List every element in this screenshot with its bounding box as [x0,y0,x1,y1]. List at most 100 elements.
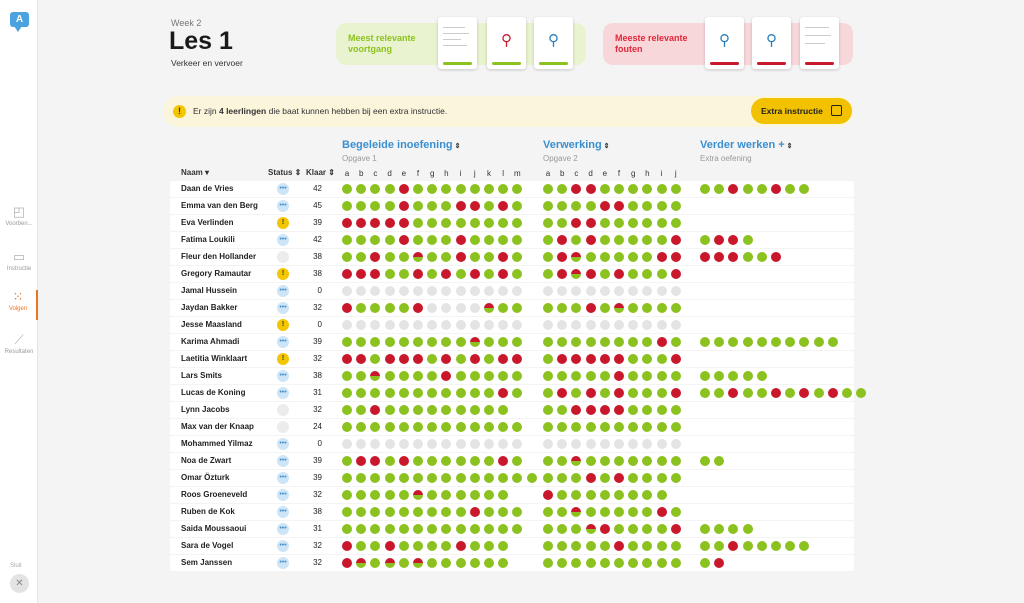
correct-dot[interactable] [827,337,838,347]
incorrect-dot[interactable] [585,218,596,228]
empty-dot[interactable] [642,439,653,449]
empty-dot[interactable] [370,286,381,296]
correct-dot[interactable] [742,371,753,381]
correct-dot[interactable] [484,337,494,347]
empty-dot[interactable] [571,439,582,449]
partial-dot[interactable] [469,337,480,347]
correct-dot[interactable] [543,405,553,415]
correct-dot[interactable] [441,422,452,432]
correct-dot[interactable] [427,269,438,279]
correct-dot[interactable] [398,541,409,551]
correct-dot[interactable] [785,184,796,194]
correct-dot[interactable] [728,337,739,347]
correct-dot[interactable] [700,184,710,194]
incorrect-dot[interactable] [398,218,409,228]
student-name[interactable]: Jaydan Bakker [181,303,238,312]
correct-dot[interactable] [771,541,781,551]
incorrect-dot[interactable] [356,354,367,364]
correct-dot[interactable] [700,337,710,347]
incorrect-dot[interactable] [614,541,624,551]
student-name[interactable]: Mohammed Yilmaz [181,439,253,448]
correct-dot[interactable] [700,456,710,466]
correct-dot[interactable] [413,235,423,245]
exercise-thumbnail[interactable]: ⚲ [534,17,573,69]
incorrect-dot[interactable] [728,252,739,262]
correct-dot[interactable] [342,388,352,398]
correct-dot[interactable] [356,422,367,432]
incorrect-dot[interactable] [771,184,781,194]
student-row[interactable]: Emma van den Berg ••• 45 [170,198,854,214]
incorrect-dot[interactable] [771,252,781,262]
incorrect-dot[interactable] [441,354,452,364]
correct-dot[interactable] [557,337,568,347]
correct-dot[interactable] [599,235,610,245]
student-name[interactable]: Fleur den Hollander [181,252,257,261]
incorrect-dot[interactable] [656,507,667,517]
correct-dot[interactable] [670,541,681,551]
empty-dot[interactable] [484,320,494,330]
correct-dot[interactable] [384,303,395,313]
correct-dot[interactable] [571,558,582,568]
correct-dot[interactable] [342,371,352,381]
empty-dot[interactable] [599,439,610,449]
correct-dot[interactable] [543,201,553,211]
correct-dot[interactable] [799,541,810,551]
in-progress-status-icon[interactable]: ••• [277,285,289,297]
empty-dot[interactable] [498,286,509,296]
correct-dot[interactable] [670,473,681,483]
correct-dot[interactable] [656,371,667,381]
correct-dot[interactable] [427,507,438,517]
correct-dot[interactable] [441,388,452,398]
correct-dot[interactable] [842,388,852,398]
correct-dot[interactable] [427,235,438,245]
correct-dot[interactable] [384,184,395,194]
incorrect-dot[interactable] [714,235,725,245]
incorrect-dot[interactable] [342,269,352,279]
correct-dot[interactable] [656,456,667,466]
partial-dot[interactable] [484,303,494,313]
empty-dot[interactable] [427,320,438,330]
correct-dot[interactable] [469,184,480,194]
correct-dot[interactable] [642,269,653,279]
empty-dot[interactable] [571,286,582,296]
correct-dot[interactable] [469,524,480,534]
warning-status-icon[interactable]: ! [277,353,289,365]
correct-dot[interactable] [441,456,452,466]
correct-dot[interactable] [599,218,610,228]
correct-dot[interactable] [398,558,409,568]
incorrect-dot[interactable] [614,354,624,364]
correct-dot[interactable] [342,405,352,415]
correct-dot[interactable] [370,201,381,211]
correct-dot[interactable] [498,558,509,568]
correct-dot[interactable] [498,524,509,534]
correct-dot[interactable] [642,405,653,415]
section-header-verder-werken[interactable]: Verder werken + ⇕ [700,139,793,151]
correct-dot[interactable] [469,490,480,500]
correct-dot[interactable] [585,541,596,551]
correct-dot[interactable] [384,337,395,347]
correct-dot[interactable] [370,235,381,245]
correct-dot[interactable] [585,558,596,568]
correct-dot[interactable] [441,524,452,534]
correct-dot[interactable] [455,218,466,228]
correct-dot[interactable] [384,235,395,245]
correct-dot[interactable] [599,541,610,551]
empty-dot[interactable] [441,439,452,449]
correct-dot[interactable] [557,490,568,500]
correct-dot[interactable] [543,184,553,194]
incorrect-dot[interactable] [585,473,596,483]
incorrect-dot[interactable] [469,201,480,211]
empty-dot[interactable] [356,439,367,449]
correct-dot[interactable] [670,405,681,415]
empty-dot[interactable] [543,439,553,449]
empty-dot[interactable] [642,286,653,296]
student-row[interactable]: Jaydan Bakker ••• 32 [170,300,854,316]
in-progress-status-icon[interactable]: ••• [277,336,289,348]
partial-dot[interactable] [571,269,582,279]
incorrect-dot[interactable] [398,201,409,211]
correct-dot[interactable] [557,558,568,568]
correct-dot[interactable] [628,422,639,432]
empty-dot[interactable] [656,320,667,330]
correct-dot[interactable] [742,252,753,262]
empty-dot[interactable] [599,320,610,330]
